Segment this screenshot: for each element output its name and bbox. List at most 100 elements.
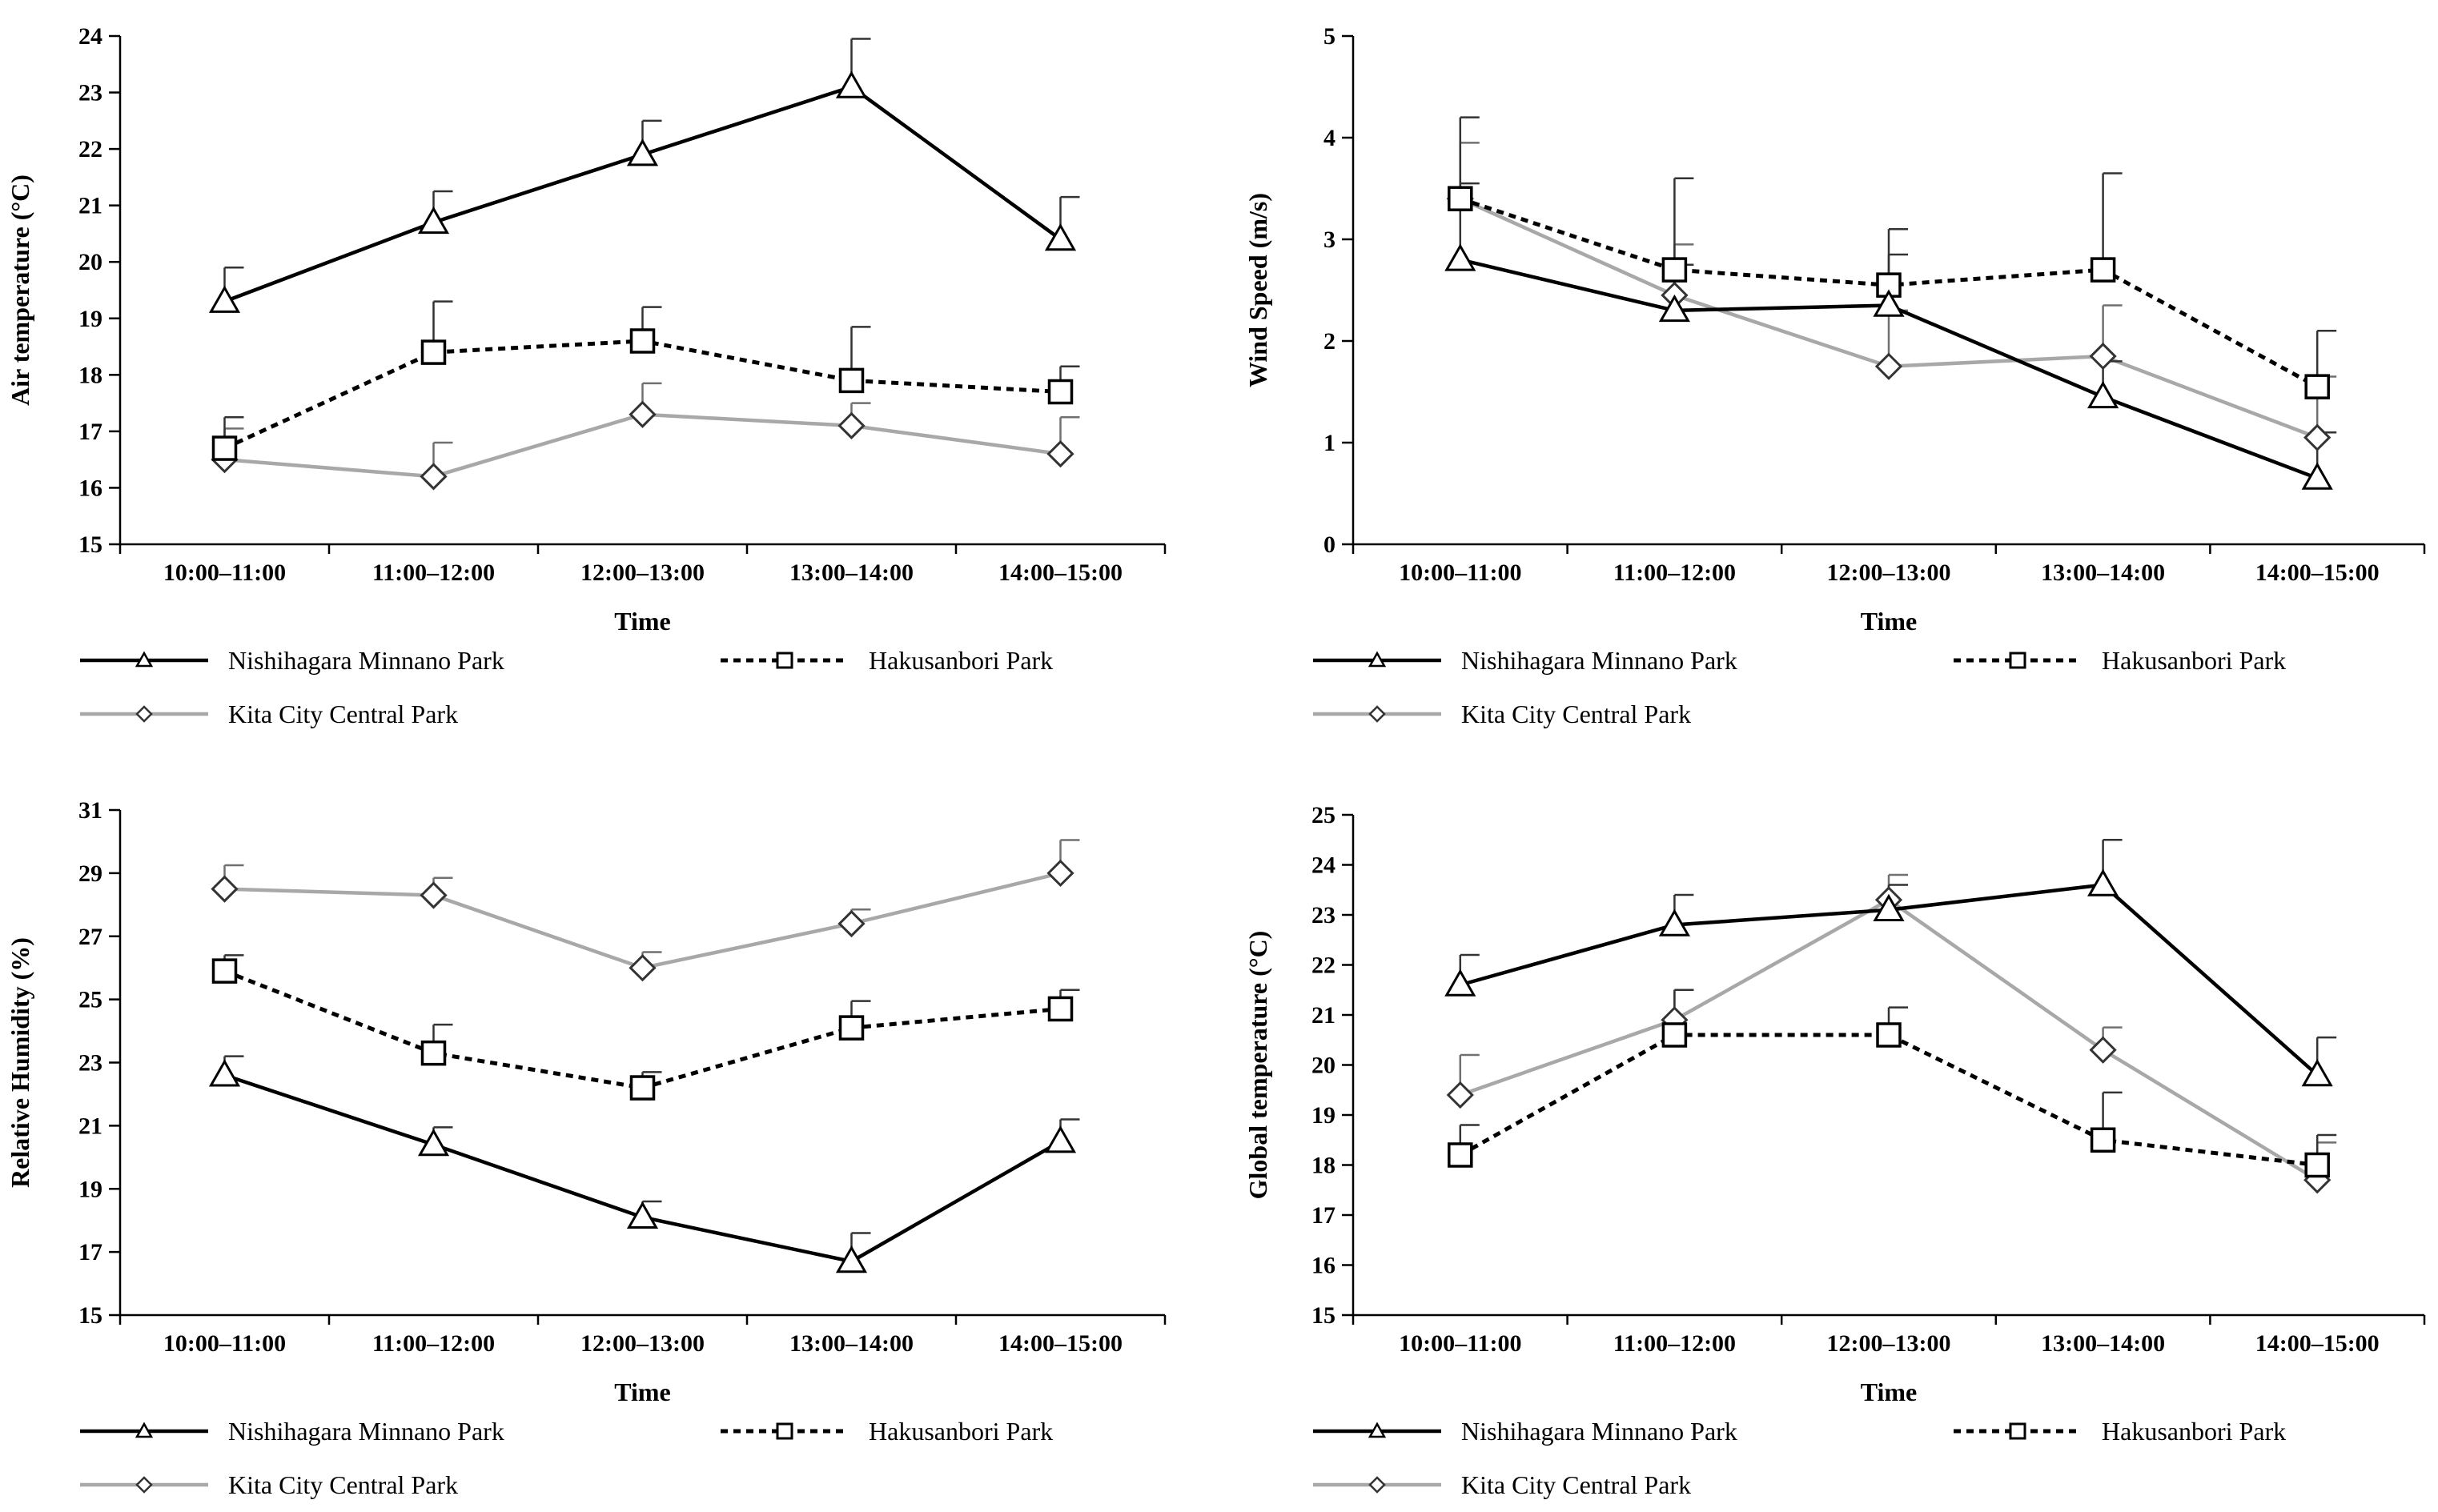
x-tick-label: 11:00–12:00	[372, 559, 495, 586]
series-line	[1459, 1033, 2318, 1167]
legend-marker	[135, 705, 153, 723]
y-tick-label: 29	[78, 860, 102, 887]
y-tick-label: 3	[1323, 227, 1335, 253]
legend-label: Hakusanbori Park	[2102, 646, 2286, 675]
y-tick-label: 0	[1323, 531, 1335, 558]
legend-marker	[1368, 1422, 1387, 1438]
series-2-markers	[211, 328, 1074, 461]
x-axis-title: Time	[1861, 1378, 1918, 1406]
data-point	[208, 1059, 241, 1087]
x-tick-label: 13:00–14:00	[789, 1330, 914, 1357]
y-tick-label: 21	[78, 193, 102, 219]
data-point	[626, 1201, 659, 1229]
data-point	[420, 339, 447, 365]
data-point	[420, 1040, 447, 1066]
y-tick-label: 16	[78, 475, 102, 501]
y-tick-label: 27	[78, 924, 102, 950]
x-tick-label: 14:00–15:00	[2255, 559, 2380, 586]
legend-label: Kita City Central Park	[228, 1470, 458, 1499]
data-point	[1661, 1022, 1688, 1048]
y-tick-label: 15	[78, 531, 102, 558]
data-point	[420, 881, 448, 909]
y-tick-label: 22	[78, 136, 102, 162]
y-tick-label: 24	[78, 23, 102, 50]
y-tick-label: 2	[1323, 328, 1335, 355]
data-point	[417, 206, 450, 235]
legend-marker	[2009, 652, 2026, 669]
data-point	[2304, 1152, 2330, 1178]
data-point	[208, 285, 241, 313]
legend-label: Nishihagara Minnano Park	[1461, 1417, 1737, 1446]
data-point	[835, 70, 868, 98]
y-tick-label: 18	[1311, 1153, 1335, 1179]
data-point	[2304, 374, 2330, 399]
data-point	[2090, 257, 2116, 283]
series-2	[1459, 989, 2337, 1167]
data-point	[2090, 1127, 2116, 1153]
data-point	[420, 463, 448, 491]
legend-marker	[1368, 1476, 1386, 1494]
x-tick-label: 13:00–14:00	[2041, 559, 2165, 586]
chart-panel-1: 15 16 17 18 19 20 21 22 23 24 10:00–11:00 11:00–12:…	[6, 23, 1167, 728]
y-tick-label: 4	[1323, 125, 1335, 151]
data-point	[1444, 969, 1476, 997]
y-tick-label: 18	[78, 362, 102, 388]
y-tick-label: 17	[78, 1239, 102, 1265]
y-tick-label: 23	[1311, 902, 1335, 928]
series-1	[223, 38, 1080, 303]
series-1-markers	[1444, 243, 2333, 490]
data-point	[837, 909, 866, 938]
y-tick-label: 1	[1323, 430, 1335, 456]
y-tick-label: 21	[1311, 1002, 1335, 1029]
data-point	[1658, 294, 1690, 323]
x-tick-label: 14:00–15:00	[998, 559, 1123, 586]
chart-panel-3: 15 17 19 21 23 25 27 29 31 10:00–11:00 11:00–12:00…	[6, 797, 1167, 1499]
legend-marker	[1368, 651, 1387, 668]
legend-label: Nishihagara Minnano Park	[1461, 646, 1737, 675]
data-point	[1448, 186, 1473, 211]
series-line	[223, 969, 1061, 1090]
y-tick-label: 17	[78, 419, 102, 445]
data-point	[837, 411, 866, 439]
chart-panel-4: 15 16 17 18 19 20 21 22 23 24 25 10:00–11:00 11:00–1…	[1243, 802, 2426, 1499]
data-point	[1661, 257, 1688, 283]
legend: Nishihagara Minnano Park Hakusanbori Park…	[1313, 1417, 2286, 1499]
data-point	[1446, 1081, 1474, 1109]
data-point	[2301, 462, 2333, 490]
legend-marker	[776, 652, 793, 669]
y-tick-label: 25	[78, 987, 102, 1013]
data-point	[1047, 379, 1074, 405]
x-tick-label: 13:00–14:00	[2041, 1330, 2165, 1357]
data-point	[1044, 223, 1077, 251]
legend: Nishihagara Minnano Park Hakusanbori Park…	[80, 1417, 1053, 1499]
y-tick-label: 19	[78, 1176, 102, 1202]
data-point	[1873, 289, 1905, 317]
y-axis-title: Wind Speed (m/s)	[1243, 193, 1272, 387]
y-tick-label: 16	[1311, 1253, 1335, 1279]
data-point	[629, 954, 657, 982]
y-tick-label: 20	[78, 249, 102, 275]
legend-label: Kita City Central Park	[1461, 1470, 1691, 1499]
series-3	[223, 839, 1080, 970]
x-axis-title: Time	[1861, 607, 1918, 636]
data-point	[2303, 423, 2332, 451]
data-point	[1448, 1142, 1473, 1168]
legend-label: Hakusanbori Park	[869, 1417, 1053, 1446]
data-point	[1874, 352, 1903, 380]
y-tick-label: 15	[78, 1302, 102, 1329]
series-1	[1459, 182, 2337, 480]
data-point	[835, 1245, 868, 1273]
legend-label: Kita City Central Park	[228, 700, 458, 728]
y-tick-label: 17	[1311, 1202, 1335, 1229]
x-tick-label: 10:00–11:00	[1399, 1330, 1521, 1357]
data-point	[1444, 243, 1476, 271]
legend-marker	[135, 1476, 153, 1494]
legend-marker	[135, 651, 154, 668]
data-point	[211, 435, 238, 461]
y-axis-title: Relative Humidity (%)	[6, 937, 34, 1188]
series-line	[223, 85, 1062, 303]
x-tick-label: 12:00–13:00	[1827, 1330, 1951, 1357]
legend-marker	[1368, 705, 1386, 723]
y-tick-label: 21	[78, 1113, 102, 1139]
